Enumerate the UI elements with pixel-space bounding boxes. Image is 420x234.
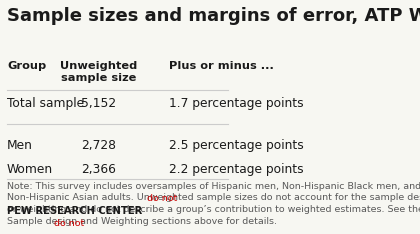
Text: Plus or minus ...: Plus or minus ... <box>169 61 274 71</box>
Text: Unweighted
sample size: Unweighted sample size <box>60 61 137 83</box>
Text: do not: do not <box>147 194 177 203</box>
Text: 5,152: 5,152 <box>81 97 116 110</box>
Text: Women: Women <box>7 163 53 176</box>
Text: 1.7 percentage points: 1.7 percentage points <box>169 97 304 110</box>
Text: Group: Group <box>7 61 46 71</box>
Text: Men: Men <box>7 139 33 152</box>
Text: 2.5 percentage points: 2.5 percentage points <box>169 139 304 152</box>
Text: Sample sizes and margins of error, ATP Wave 120: Sample sizes and margins of error, ATP W… <box>7 7 420 25</box>
Text: 2,366: 2,366 <box>81 163 116 176</box>
Text: do not: do not <box>54 219 84 228</box>
Text: PEW RESEARCH CENTER: PEW RESEARCH CENTER <box>7 206 142 216</box>
Text: Note: This survey includes oversamples of Hispanic men, Non-Hispanic Black men, : Note: This survey includes oversamples o… <box>7 182 420 226</box>
Text: 2,728: 2,728 <box>81 139 116 152</box>
Text: 2.2 percentage points: 2.2 percentage points <box>169 163 304 176</box>
Text: Total sample: Total sample <box>7 97 84 110</box>
